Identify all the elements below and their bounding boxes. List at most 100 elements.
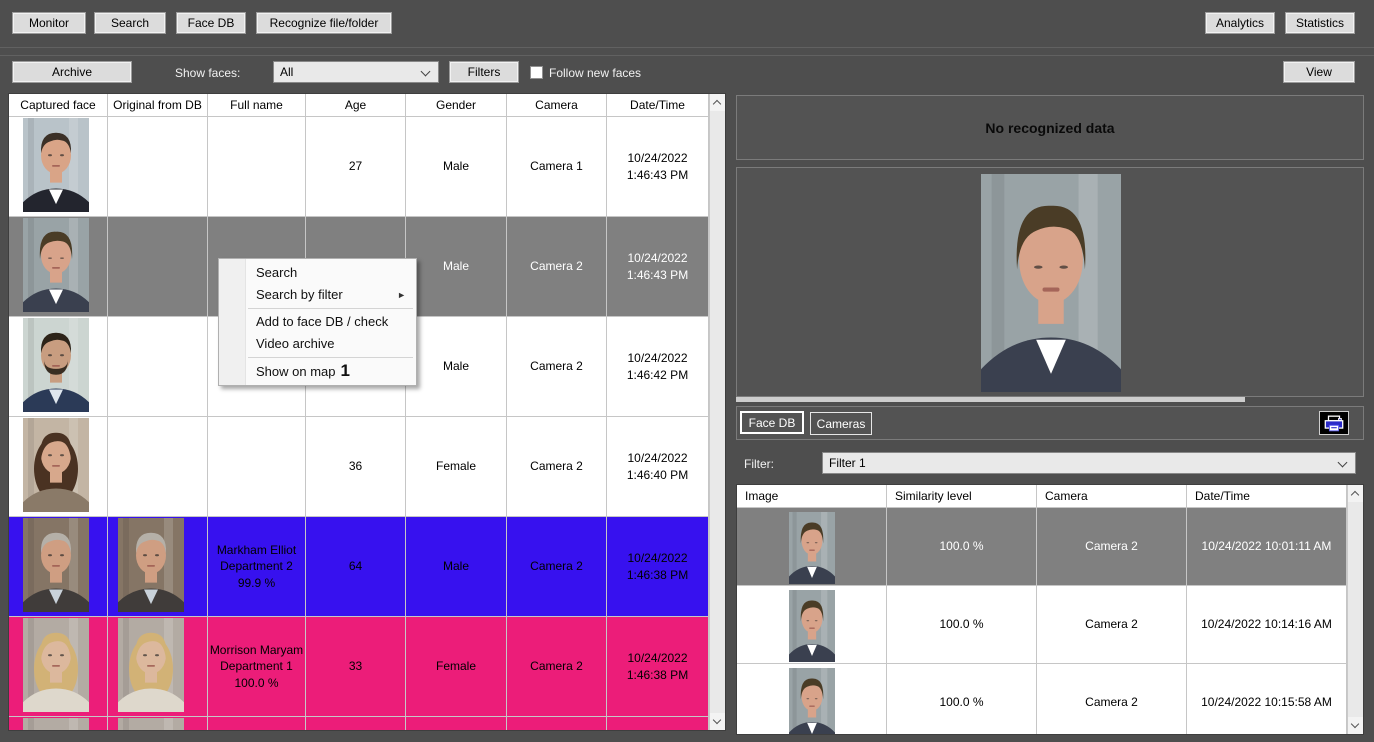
menu-item-show-on-map[interactable]: Show on map 1 [219, 360, 416, 382]
face-image [118, 618, 184, 712]
face-image [788, 590, 835, 662]
scroll-up-button[interactable] [1348, 485, 1363, 502]
gender-cell: Male [406, 317, 507, 417]
filterbar-divider [0, 55, 1374, 56]
face-image [788, 512, 835, 584]
captured-face-cell [9, 717, 108, 730]
printer-icon [1324, 415, 1344, 431]
show-faces-select[interactable]: All [273, 61, 439, 83]
face-image [23, 518, 89, 612]
menu-item-label: Add to face DB / check [256, 314, 389, 329]
original-from-db-cell [108, 717, 208, 730]
table-row[interactable]: Markham Elliot Department 2 99.9 % 64 Male… [9, 517, 709, 617]
original-from-db-cell [108, 417, 208, 517]
column-header: Original from DB [108, 94, 208, 117]
age-cell: 27 [306, 117, 406, 217]
face-image [23, 618, 89, 712]
datetime-cell: 10/24/2022 1:46:43 PM [607, 117, 709, 217]
column-header: Date/Time [1187, 485, 1347, 508]
matches-table-header: Image Similarity level Camera Date/Time [737, 485, 1347, 508]
search-button[interactable]: Search [94, 12, 166, 34]
table-row[interactable]: 36 Female Camera 2 10/24/2022 1:46:40 PM [9, 417, 709, 517]
age-cell: 64 [306, 517, 406, 617]
follow-new-faces-checkbox[interactable] [530, 66, 543, 79]
chevron-down-icon [712, 715, 722, 725]
column-header: Gender [406, 94, 507, 117]
column-header: Age [306, 94, 406, 117]
show-faces-label: Show faces: [175, 66, 241, 80]
original-from-db-cell [108, 217, 208, 317]
camera-cell [507, 717, 607, 730]
chevron-down-icon [420, 66, 431, 77]
follow-new-faces-label: Follow new faces [549, 66, 642, 80]
datetime-cell: 10/24/2022 1:46:38 PM [607, 617, 709, 717]
camera-cell: Camera 2 [1037, 664, 1187, 734]
statistics-button[interactable]: Statistics [1285, 12, 1355, 34]
face-image [788, 668, 835, 734]
face-db-button[interactable]: Face DB [176, 12, 246, 34]
datetime-cell [607, 717, 709, 730]
camera-cell: Camera 2 [507, 617, 607, 717]
filter-select[interactable]: Filter 1 [822, 452, 1356, 474]
matches-table: Image Similarity level Camera Date/Time 100… [736, 484, 1364, 735]
show-faces-value: All [280, 65, 294, 79]
similarity-cell: 100.0 % [887, 586, 1037, 664]
menu-item-video-archive[interactable]: Video archive [219, 333, 416, 355]
recognize-file-folder-button[interactable]: Recognize file/folder [256, 12, 392, 34]
archive-button[interactable]: Archive [12, 61, 132, 83]
table-row[interactable]: 100.0 % Camera 2 10/24/2022 10:01:11 AM [737, 508, 1347, 586]
table-row[interactable]: 100.0 % Camera 2 10/24/2022 10:15:58 AM [737, 664, 1347, 734]
face-image [23, 218, 89, 312]
submenu-arrow-icon: ► [397, 290, 406, 300]
captured-face-cell [9, 517, 108, 617]
menu-item-label: Search [256, 265, 298, 280]
chevron-up-icon [712, 99, 722, 109]
table-row[interactable]: 100.0 % Camera 2 10/24/2022 10:14:16 AM [737, 586, 1347, 664]
menu-item-search-by-filter[interactable]: Search by filter ► [219, 284, 416, 306]
table-row[interactable] [9, 717, 709, 730]
tab-cameras[interactable]: Cameras [810, 412, 872, 435]
camera-cell: Camera 1 [507, 117, 607, 217]
menu-item-label: Show on map [256, 364, 336, 379]
original-from-db-cell [108, 317, 208, 417]
column-header: Similarity level [887, 485, 1037, 508]
analytics-button[interactable]: Analytics [1205, 12, 1275, 34]
horizontal-splitter[interactable] [736, 397, 1245, 402]
menu-item-label: Video archive [256, 336, 335, 351]
captured-face-cell [9, 217, 108, 317]
gender-cell [406, 717, 507, 730]
chevron-down-icon [1337, 457, 1348, 468]
table-row[interactable]: Morrison Maryam Department 1 100.0 % 33 Fe… [9, 617, 709, 717]
view-button[interactable]: View [1283, 61, 1355, 83]
menu-item-search[interactable]: Search [219, 262, 416, 284]
face-image [23, 718, 89, 730]
context-menu: Search Search by filter ► Add to face DB / … [218, 258, 417, 386]
camera-cell: Camera 2 [507, 517, 607, 617]
matches-scrollbar[interactable] [1347, 485, 1363, 734]
image-cell [737, 664, 887, 734]
chevron-down-icon [1350, 719, 1360, 729]
face-image [23, 118, 89, 212]
scroll-down-button[interactable] [1348, 717, 1363, 734]
camera-cell: Camera 2 [507, 417, 607, 517]
no-recognized-data-message: No recognized data [985, 120, 1115, 136]
gender-cell: Male [406, 217, 507, 317]
table-row[interactable]: 27 Male Camera 1 10/24/2022 1:46:43 PM [9, 117, 709, 217]
monitor-button[interactable]: Monitor [12, 12, 86, 34]
captured-faces-scrollbar[interactable] [709, 94, 725, 730]
filters-button[interactable]: Filters [449, 61, 519, 83]
tab-face-db[interactable]: Face DB [740, 411, 804, 434]
camera-cell: Camera 2 [507, 317, 607, 417]
image-cell [737, 508, 887, 586]
context-menu-gutter [219, 259, 246, 385]
full-name-cell [208, 417, 306, 517]
scroll-up-button[interactable] [710, 94, 725, 111]
menu-item-label: Search by filter [256, 287, 343, 302]
print-button[interactable] [1319, 411, 1349, 435]
scroll-down-button[interactable] [710, 713, 725, 730]
datetime-cell: 10/24/2022 10:01:11 AM [1187, 508, 1347, 586]
menu-item-add-to-face-db-check[interactable]: Add to face DB / check [219, 311, 416, 333]
datetime-cell: 10/24/2022 10:15:58 AM [1187, 664, 1347, 734]
camera-cell: Camera 2 [1037, 508, 1187, 586]
